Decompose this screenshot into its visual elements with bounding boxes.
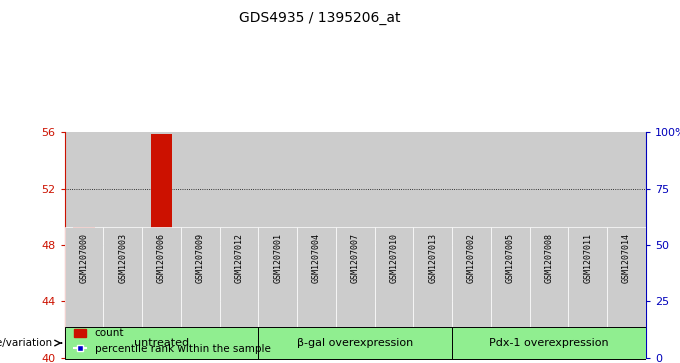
Bar bbox=[297, 132, 336, 358]
Bar bbox=[65, 132, 103, 358]
Bar bbox=[220, 132, 258, 358]
Text: GSM1207003: GSM1207003 bbox=[118, 233, 127, 284]
Text: GSM1207011: GSM1207011 bbox=[583, 233, 592, 284]
Bar bbox=[151, 134, 172, 358]
Bar bbox=[65, 327, 258, 359]
Text: GSM1207014: GSM1207014 bbox=[622, 233, 631, 284]
Bar bbox=[491, 227, 530, 358]
Bar bbox=[616, 295, 637, 358]
Bar bbox=[297, 227, 336, 358]
Text: GSM1207000: GSM1207000 bbox=[80, 233, 88, 284]
Bar bbox=[112, 240, 133, 358]
Text: GSM1207006: GSM1207006 bbox=[157, 233, 166, 284]
Bar bbox=[267, 245, 288, 358]
Text: GSM1207012: GSM1207012 bbox=[235, 233, 243, 284]
Bar bbox=[568, 227, 607, 358]
Bar bbox=[190, 270, 211, 358]
Text: Pdx-1 overexpression: Pdx-1 overexpression bbox=[490, 338, 609, 348]
Text: β-gal overexpression: β-gal overexpression bbox=[297, 338, 413, 348]
Bar bbox=[336, 227, 375, 358]
Bar bbox=[500, 270, 521, 358]
Bar bbox=[530, 132, 568, 358]
Bar bbox=[375, 227, 413, 358]
Bar bbox=[375, 132, 413, 358]
Bar bbox=[306, 270, 327, 358]
Bar bbox=[258, 227, 297, 358]
Text: GSM1207007: GSM1207007 bbox=[351, 233, 360, 284]
Bar bbox=[577, 337, 598, 358]
Bar bbox=[491, 132, 530, 358]
Text: GSM1207008: GSM1207008 bbox=[545, 233, 554, 284]
Bar bbox=[336, 132, 375, 358]
Bar bbox=[228, 270, 250, 358]
Bar bbox=[607, 227, 646, 358]
Text: untreated: untreated bbox=[134, 338, 189, 348]
Bar bbox=[181, 227, 220, 358]
Bar bbox=[65, 227, 103, 358]
Bar bbox=[142, 132, 181, 358]
Bar bbox=[530, 227, 568, 358]
Text: GDS4935 / 1395206_at: GDS4935 / 1395206_at bbox=[239, 11, 401, 25]
Bar bbox=[607, 132, 646, 358]
Bar bbox=[73, 227, 95, 358]
Bar bbox=[413, 132, 452, 358]
Text: GSM1207009: GSM1207009 bbox=[196, 233, 205, 284]
Text: genotype/variation: genotype/variation bbox=[0, 338, 53, 348]
Text: GSM1207013: GSM1207013 bbox=[428, 233, 437, 284]
Bar bbox=[422, 282, 443, 358]
Bar bbox=[461, 304, 482, 358]
Text: GSM1207001: GSM1207001 bbox=[273, 233, 282, 284]
Text: GSM1207002: GSM1207002 bbox=[467, 233, 476, 284]
Text: GSM1207010: GSM1207010 bbox=[390, 233, 398, 284]
Bar bbox=[258, 327, 452, 359]
Legend: count, percentile rank within the sample: count, percentile rank within the sample bbox=[70, 324, 275, 358]
Bar bbox=[568, 132, 607, 358]
Text: GSM1207004: GSM1207004 bbox=[312, 233, 321, 284]
Bar bbox=[103, 132, 142, 358]
Bar bbox=[413, 227, 452, 358]
Bar bbox=[103, 227, 142, 358]
Bar bbox=[452, 227, 491, 358]
Bar bbox=[181, 132, 220, 358]
Bar bbox=[539, 270, 560, 358]
Bar bbox=[220, 227, 258, 358]
Bar bbox=[384, 283, 405, 358]
Bar bbox=[452, 132, 491, 358]
Bar bbox=[345, 259, 366, 358]
Text: GSM1207005: GSM1207005 bbox=[506, 233, 515, 284]
Bar bbox=[142, 227, 181, 358]
Bar bbox=[452, 327, 646, 359]
Bar bbox=[258, 132, 297, 358]
